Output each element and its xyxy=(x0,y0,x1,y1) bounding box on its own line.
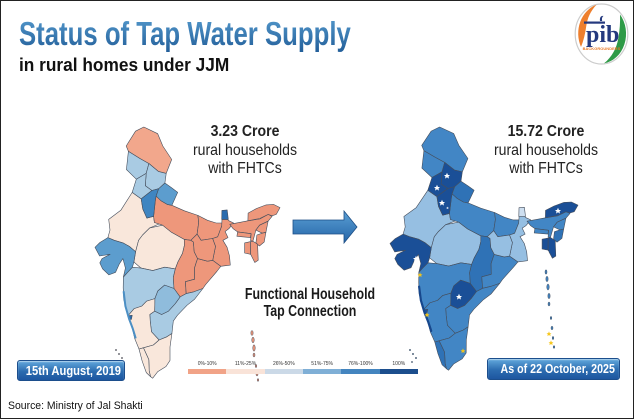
svg-text:BACKGROUNDERS: BACKGROUNDERS xyxy=(583,46,621,51)
svg-text:pib: pib xyxy=(586,22,619,48)
